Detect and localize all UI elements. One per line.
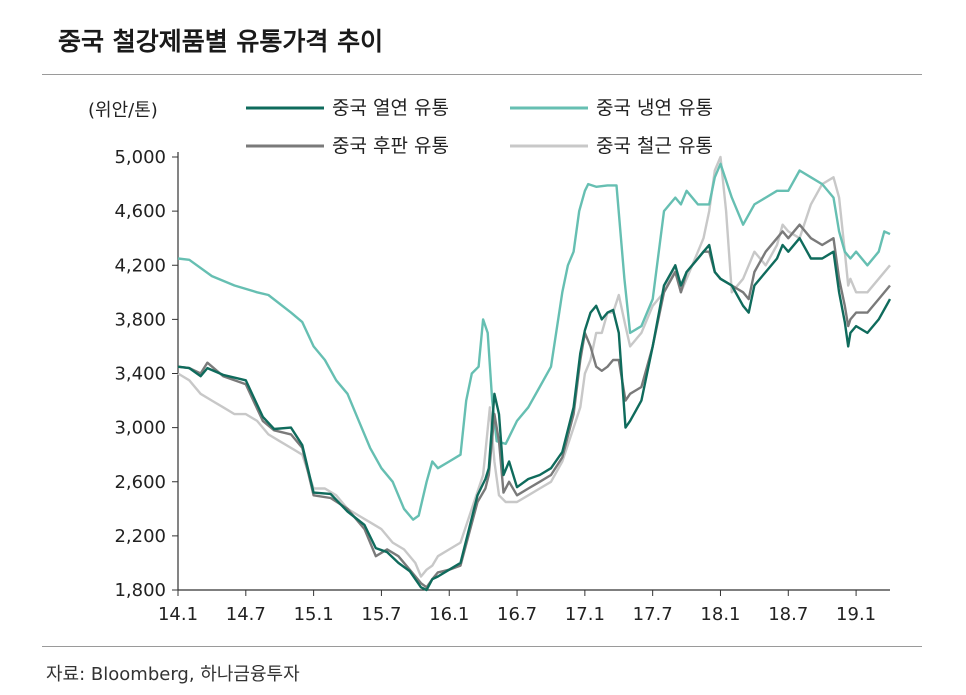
y-tick-label: 4,200 [114, 255, 166, 276]
chart-axes [177, 152, 890, 591]
x-tick-label: 15.1 [294, 604, 334, 625]
chart-title: 중국 철강제품별 유통가격 추이 [58, 27, 384, 56]
y-tick-label: 2,200 [114, 526, 166, 547]
x-tick-label: 17.1 [565, 604, 605, 625]
x-axis-ticks: 14.1 14.7 15.1 15.7 16.1 16.7 17.1 17.7 18.1 18.7… [158, 590, 876, 625]
x-tick-label: 17.7 [633, 604, 673, 625]
x-tick-label: 19.1 [836, 604, 876, 625]
series-line-2 [177, 223, 891, 589]
footer-divider [42, 646, 922, 647]
y-tick-label: 3,400 [114, 364, 166, 385]
y-tick-label: 2,600 [114, 472, 166, 493]
x-tick-label: 16.7 [497, 604, 537, 625]
y-axis-unit-label: (위안/톤) [88, 100, 158, 121]
y-tick-label: 1,800 [114, 580, 166, 601]
series-line-3 [177, 155, 891, 578]
title-divider [42, 74, 922, 75]
line-chart: 1,800 2,200 2,600 3,000 3,400 3,800 4,200 4,600… [88, 97, 892, 625]
source-note: 자료: Bloomberg, 하나금융투자 [46, 664, 300, 685]
y-tick-label: 5,000 [114, 147, 166, 168]
y-tick-label: 4,600 [114, 201, 166, 222]
series-line-1 [177, 162, 891, 521]
y-tick-label: 3,000 [114, 418, 166, 439]
x-tick-label: 16.1 [429, 604, 469, 625]
x-tick-label: 18.7 [768, 604, 808, 625]
y-axis-ticks: 1,800 2,200 2,600 3,000 3,400 3,800 4,200 4,600… [114, 147, 178, 601]
series-line-0 [177, 237, 892, 592]
x-tick-label: 15.7 [361, 604, 401, 625]
x-tick-label: 18.1 [700, 604, 740, 625]
x-tick-label: 14.7 [226, 604, 266, 625]
legend-label: 중국 철근 유통 [596, 135, 713, 157]
legend-label: 중국 열연 유통 [332, 97, 449, 119]
legend-label: 중국 냉연 유통 [596, 97, 713, 119]
y-tick-label: 3,800 [114, 309, 166, 330]
legend-label: 중국 후판 유통 [332, 135, 449, 157]
series-lines [177, 155, 892, 592]
x-tick-label: 14.1 [158, 604, 198, 625]
